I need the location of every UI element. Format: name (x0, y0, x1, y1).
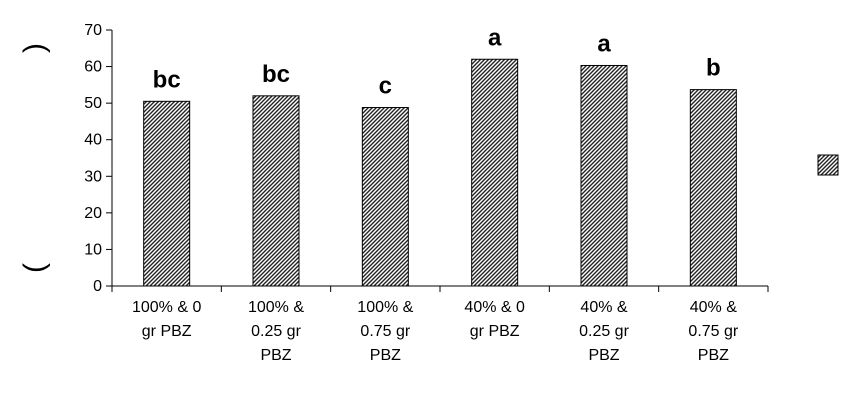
x-category-label: 40% & 0.75 gr PBZ (688, 299, 738, 364)
x-category-label-line: 100% & (248, 299, 304, 316)
y-axis-fragments: ) ( (18, 43, 51, 273)
significance-letter: a (488, 24, 502, 51)
legend-swatch (817, 154, 839, 176)
bar (580, 64, 628, 287)
x-category-label-line: 0.75 gr (360, 323, 410, 340)
x-axis (111, 285, 769, 292)
y-tick-label: 50 (84, 95, 102, 112)
significance-letter: c (379, 73, 392, 100)
x-category-label-line: PBZ (588, 347, 619, 364)
x-category-label: 40% & 0 gr PBZ (464, 299, 525, 340)
x-category-label-line: 100% & (357, 299, 413, 316)
y-tick-label: 60 (84, 59, 102, 76)
x-category-label: 100% & 0.25 gr PBZ (248, 299, 304, 364)
bars (143, 58, 737, 287)
x-category-label-line: 0.25 gr (579, 323, 629, 340)
significance-letter: bc (153, 66, 181, 93)
x-category-label-line: gr PBZ (470, 323, 520, 340)
y-tick-label: 40 (84, 132, 102, 149)
x-category-label: 100% & 0.75 gr PBZ (357, 299, 413, 364)
bar (143, 100, 191, 287)
y-tick-label: 30 (84, 168, 102, 185)
y-axis-label-fragment-top: ) (18, 43, 51, 53)
x-category-label: 40% & 0.25 gr PBZ (579, 299, 629, 364)
bar (361, 107, 409, 287)
y-tick-label: 10 (84, 241, 102, 258)
x-category-label-line: PBZ (698, 347, 729, 364)
y-tick-label: 70 (84, 22, 102, 39)
x-category-label-line: PBZ (370, 347, 401, 364)
x-category-label: 100% & 0 gr PBZ (132, 299, 201, 340)
x-category-label-line: 40% & 0 (464, 299, 525, 316)
x-category-label-line: 0.25 gr (251, 323, 301, 340)
y-axis: 0 10 20 30 40 50 60 70 (84, 22, 113, 295)
significance-labels: bc bc c a a b (153, 24, 721, 99)
x-category-label-line: 40% & (690, 299, 737, 316)
x-category-label-line: 100% & 0 (132, 299, 201, 316)
x-category-label-line: gr PBZ (142, 323, 192, 340)
significance-letter: a (597, 30, 611, 57)
bar (252, 95, 300, 287)
bar (689, 89, 737, 287)
bar (471, 58, 519, 287)
x-category-label-line: 40% & (580, 299, 627, 316)
x-category-label-line: PBZ (260, 347, 291, 364)
category-labels: 100% & 0 gr PBZ 100% & 0.25 gr PBZ 100% & 0.75… (132, 299, 739, 364)
legend (817, 154, 839, 176)
x-category-label-line: 0.75 gr (688, 323, 738, 340)
y-tick-label: 0 (93, 278, 102, 295)
significance-letter: bc (262, 61, 290, 88)
y-tick-label: 20 (84, 205, 102, 222)
y-axis-label-fragment-bottom: ( (18, 263, 51, 273)
significance-letter: b (706, 55, 721, 82)
